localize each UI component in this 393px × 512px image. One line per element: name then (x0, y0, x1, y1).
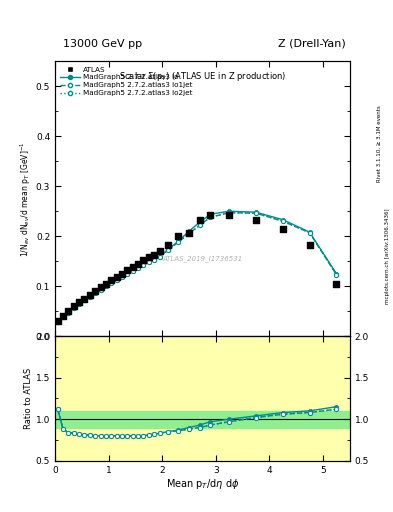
Point (97, 283, 104, 291)
Point (140, 256, 147, 264)
Point (280, 225, 286, 233)
Point (81, 294, 88, 303)
Point (76, 298, 82, 306)
Point (146, 253, 152, 261)
Point (65, 307, 72, 315)
Point (60, 312, 66, 320)
Point (333, 280, 340, 288)
Bar (55, 411, 350, 428)
Point (130, 263, 136, 271)
Bar (55, 336, 350, 461)
Point (207, 210, 213, 219)
Point (92, 287, 98, 295)
Legend: ATLAS, MadGraph5 2.7.2.atlas3 lo, MadGraph5 2.7.2.atlas3 lo1jet, MadGraph5 2.7.2: ATLAS, MadGraph5 2.7.2.atlas3 lo, MadGra… (59, 65, 194, 98)
Point (186, 228, 192, 237)
Point (151, 250, 157, 259)
Point (253, 216, 259, 224)
Y-axis label: Ratio to ATLAS: Ratio to ATLAS (24, 368, 33, 429)
Y-axis label: 1/N$_{ev}$ dN$_{ev}$/d mean p$_T$ [GeV]$^{-1}$: 1/N$_{ev}$ dN$_{ev}$/d mean p$_T$ [GeV]$… (18, 141, 33, 257)
Point (307, 241, 313, 249)
Point (156, 247, 163, 255)
Text: Z (Drell-Yan): Z (Drell-Yan) (278, 38, 346, 49)
X-axis label: Mean p$_T$/d$\eta$ d$\phi$: Mean p$_T$/d$\eta$ d$\phi$ (165, 477, 239, 492)
Point (124, 266, 130, 274)
Text: 13000 GeV pp: 13000 GeV pp (63, 38, 142, 49)
Point (114, 273, 120, 281)
Text: ATLAS_2019_I1736531: ATLAS_2019_I1736531 (162, 256, 242, 263)
Text: mcplots.cern.ch [arXiv:1306.3436]: mcplots.cern.ch [arXiv:1306.3436] (385, 208, 389, 304)
Text: Rivet 3.1.10, ≥ 3.1M events: Rivet 3.1.10, ≥ 3.1M events (377, 105, 382, 182)
Point (164, 241, 171, 249)
Point (103, 280, 109, 288)
Point (71, 302, 77, 310)
Point (175, 232, 182, 240)
Point (135, 260, 141, 268)
Text: Scalar $\Sigma$(p$_T$) (ATLAS UE in Z production): Scalar $\Sigma$(p$_T$) (ATLAS UE in Z pr… (119, 70, 286, 82)
Point (87, 291, 93, 299)
Point (226, 210, 232, 219)
Point (108, 276, 114, 284)
Point (55, 317, 61, 325)
Point (119, 269, 125, 278)
Point (196, 216, 203, 224)
